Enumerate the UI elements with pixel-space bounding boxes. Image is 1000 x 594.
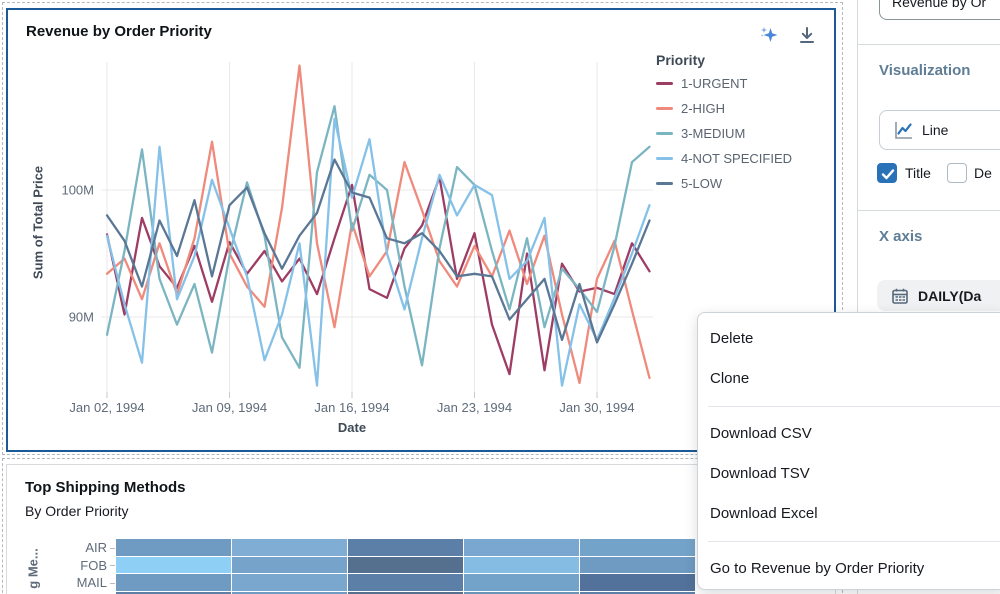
heatmap-row-label: FOB [80, 557, 107, 573]
title-checkbox[interactable] [877, 163, 897, 183]
legend-title: Priority [656, 52, 706, 68]
title-checkbox-label: Title [905, 165, 931, 181]
heatmap-cell[interactable] [116, 539, 231, 556]
heatmap-row-tick [110, 547, 115, 549]
heatmap-row-tick [110, 565, 115, 567]
line-chart-type-icon [895, 122, 912, 139]
heatmap-cell[interactable] [232, 574, 347, 591]
legend-item[interactable]: 1-URGENT [656, 76, 792, 91]
chart-legend: Priority 1-URGENT 2-HIGH 3-MEDIUM 4-NOT SPE… [656, 52, 792, 201]
heatmap-cell[interactable] [232, 591, 347, 594]
display-options-row: Title De [858, 163, 1000, 185]
heatmap-cell[interactable] [464, 574, 579, 591]
chart-type-label: Line [922, 122, 949, 138]
series-line-5-low[interactable] [105, 158, 651, 344]
heatmap-cell[interactable] [464, 591, 579, 594]
menu-item-download-tsv[interactable]: Download TSV [710, 465, 810, 482]
heatmap-cell[interactable] [580, 539, 695, 556]
heatmap-cell[interactable] [348, 556, 463, 573]
series-line-2-high[interactable] [105, 64, 651, 385]
legend-swatch [656, 82, 673, 85]
series-line-4-not-specified[interactable] [105, 117, 651, 387]
y-tick-label: 90M [69, 310, 94, 325]
legend-label: 2-HIGH [681, 101, 726, 116]
heatmap-cell[interactable] [348, 539, 463, 556]
heatmap-cell[interactable] [464, 539, 579, 556]
heatmap-cell[interactable] [232, 556, 347, 573]
calendar-icon [892, 288, 908, 304]
heatmap-cell[interactable] [580, 591, 695, 594]
heatmap-row-label: MAIL [76, 575, 107, 590]
menu-divider [708, 541, 1000, 542]
sparkle-ai-icon[interactable] [758, 24, 780, 46]
sidebar-divider [858, 210, 1000, 211]
heatmap-cell[interactable] [116, 574, 231, 591]
legend-item[interactable]: 4-NOT SPECIFIED [656, 151, 792, 166]
x-axis-heading: X axis [879, 228, 923, 245]
heatmap-cell[interactable] [464, 556, 579, 573]
legend-label: 1-URGENT [681, 76, 748, 91]
legend-swatch [656, 182, 673, 185]
menu-item-download-csv[interactable]: Download CSV [710, 425, 812, 442]
heatmap-cell[interactable] [232, 539, 347, 556]
x-tick-label: Jan 30, 1994 [559, 400, 634, 415]
heatmap-cell[interactable] [116, 591, 231, 594]
chart-type-selector[interactable]: Line [879, 110, 1000, 150]
line-chart[interactable]: 100M 90M Jan 02, 1994 Jan 09, 1994 Jan 16, 1… [8, 10, 838, 454]
menu-item-clone[interactable]: Clone [710, 370, 750, 387]
sidebar-divider [858, 44, 1000, 45]
menu-divider [708, 406, 1000, 407]
heatmap-cell[interactable] [348, 574, 463, 591]
check-icon [881, 169, 895, 180]
heatmap-row-tick [110, 582, 115, 584]
x-axis-title: Date [338, 420, 366, 435]
heatmap-cell[interactable] [580, 574, 695, 591]
legend-label: 3-MEDIUM [681, 126, 746, 141]
heatmap-cell[interactable] [116, 556, 231, 573]
legend-item[interactable]: 5-LOW [656, 176, 792, 191]
menu-item-go-to-revenue-by-order-priority[interactable]: Go to Revenue by Order Priority [710, 560, 925, 577]
heatmap-cell[interactable] [348, 591, 463, 594]
heatmap-row-label: RAIL [37, 593, 107, 594]
legend-item[interactable]: 2-HIGH [656, 101, 792, 116]
heatmap-subtitle: By Order Priority [25, 503, 129, 519]
download-icon[interactable] [796, 24, 818, 46]
x-axis-field-well[interactable]: DAILY(Da [877, 280, 1000, 311]
series-line-3-medium[interactable] [105, 105, 651, 369]
x-tick-label: Jan 23, 1994 [437, 400, 512, 415]
x-tick-label: Jan 16, 1994 [314, 400, 389, 415]
panel-actions [758, 24, 818, 46]
description-checkbox-label: De [974, 165, 992, 181]
legend-swatch [656, 132, 673, 135]
heatmap-title: Top Shipping Methods [25, 479, 186, 496]
visual-context-menu: Delete Clone Download CSV Download TSV Downl… [697, 312, 1000, 590]
heatmap-row-label: AIR [85, 540, 107, 555]
legend-swatch [656, 157, 673, 160]
menu-item-download-excel[interactable]: Download Excel [710, 505, 818, 522]
menu-item-delete[interactable]: Delete [710, 330, 754, 347]
legend-label: 5-LOW [681, 176, 723, 191]
visual-title-input[interactable]: Revenue by Or [879, 0, 1000, 20]
x-tick-label: Jan 09, 1994 [192, 400, 267, 415]
heatmap-cell[interactable] [580, 556, 695, 573]
visualization-heading: Visualization [879, 62, 971, 79]
legend-item[interactable]: 3-MEDIUM [656, 126, 792, 141]
legend-label: 4-NOT SPECIFIED [681, 151, 793, 166]
description-checkbox[interactable] [947, 163, 967, 183]
x-axis-field-label: DAILY(Da [918, 287, 982, 304]
x-tick-label: Jan 02, 1994 [69, 400, 144, 415]
legend-swatch [656, 107, 673, 110]
chart-title: Revenue by Order Priority [26, 23, 212, 40]
y-tick-label: 100M [61, 183, 94, 198]
